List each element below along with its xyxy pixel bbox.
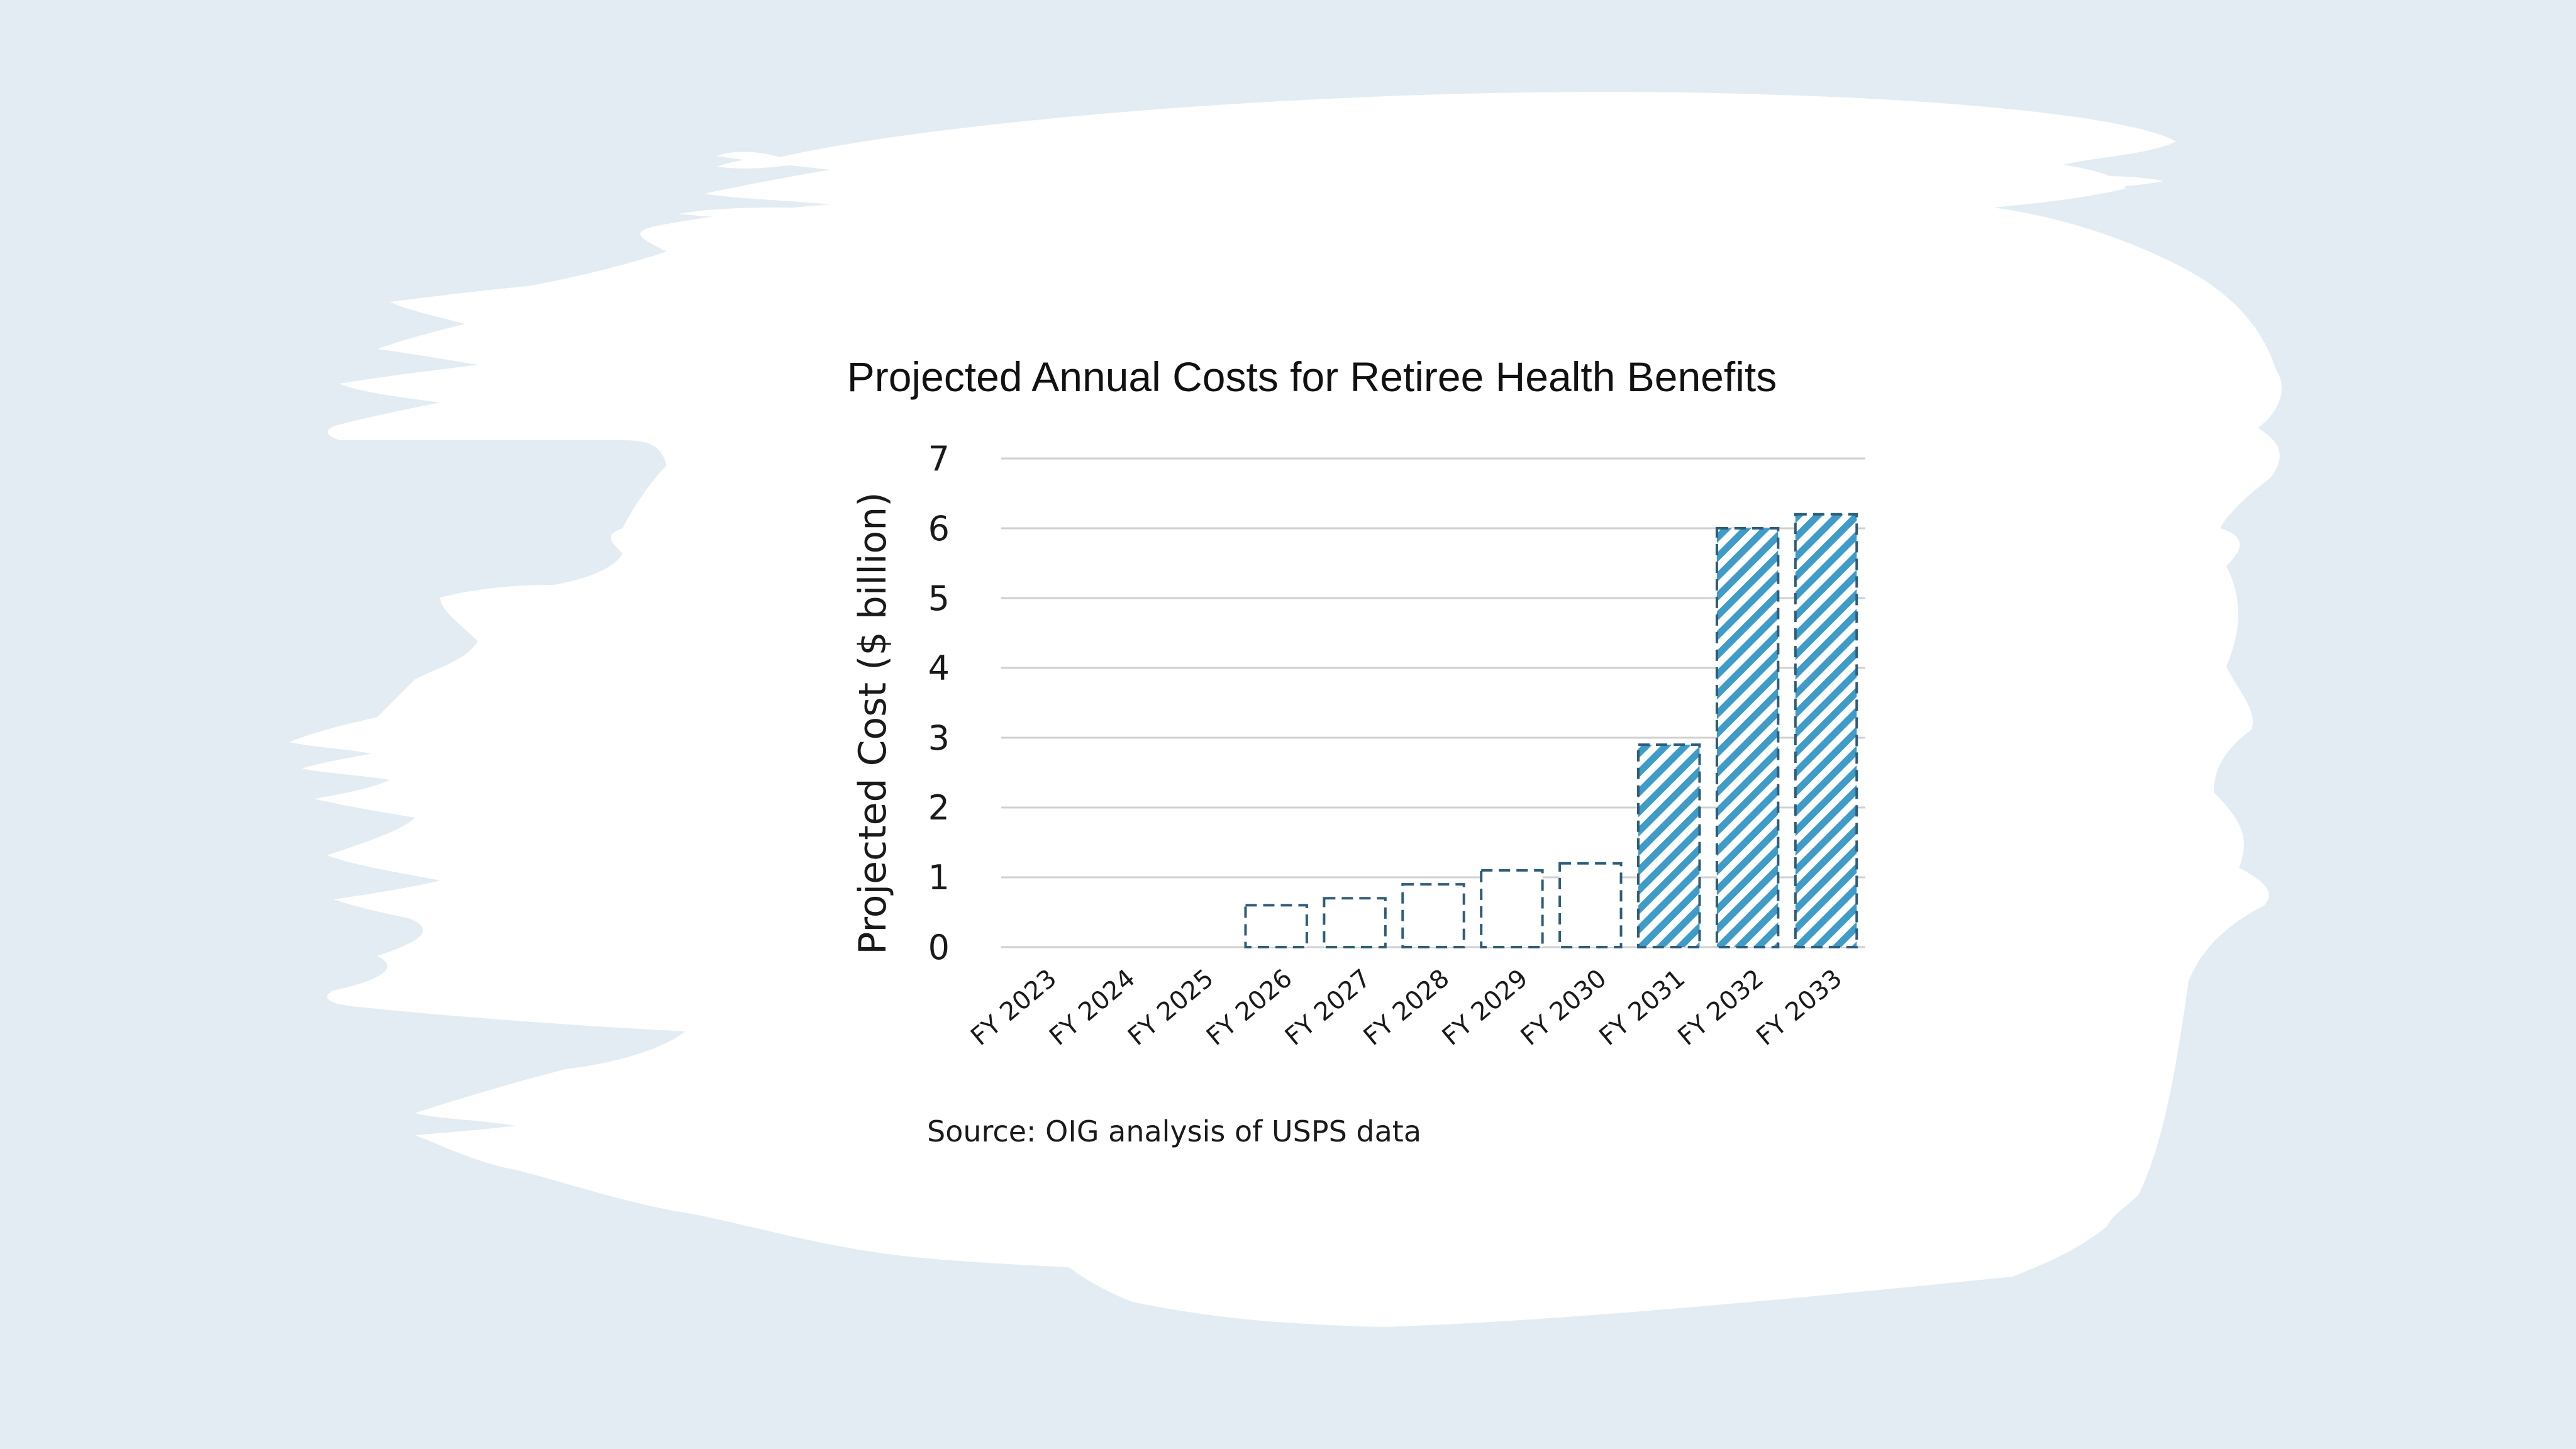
x-tick-label: FY 2032 xyxy=(1672,963,1769,1051)
bar-fy-2032 xyxy=(1715,527,1780,948)
x-tick-label: FY 2025 xyxy=(1123,963,1219,1051)
y-axis-label: Projected Cost ($ billion) xyxy=(851,492,895,954)
y-tick-label: 2 xyxy=(928,788,950,828)
y-tick-label: 3 xyxy=(928,718,950,758)
bar-fy-2029 xyxy=(1480,869,1544,949)
bars xyxy=(1244,513,1858,949)
x-tick-label: FY 2023 xyxy=(965,963,1062,1051)
source-note: Source: OIG analysis of USPS data xyxy=(927,1114,1421,1148)
chart-title: Projected Annual Costs for Retiree Healt… xyxy=(847,353,1777,400)
bar-fy-2033 xyxy=(1794,513,1858,948)
x-tick-label: FY 2024 xyxy=(1044,963,1141,1051)
x-tick-label: FY 2030 xyxy=(1516,963,1613,1051)
bar-fy-2027 xyxy=(1323,897,1387,949)
y-tick-label: 7 xyxy=(928,439,950,479)
y-tick-label: 5 xyxy=(928,579,950,618)
bar-fy-2028 xyxy=(1401,883,1465,948)
x-tick-label: FY 2033 xyxy=(1751,963,1848,1051)
x-tick-label: FY 2029 xyxy=(1437,963,1534,1051)
x-tick-label: FY 2031 xyxy=(1594,963,1691,1051)
bar-fy-2031 xyxy=(1637,743,1701,948)
bar-fy-2026 xyxy=(1244,904,1308,949)
x-tick-label: FY 2027 xyxy=(1280,963,1377,1051)
y-axis-ticks: 0 1 2 3 4 5 6 7 xyxy=(928,439,950,967)
y-tick-label: 1 xyxy=(928,858,950,897)
y-tick-label: 4 xyxy=(928,648,950,688)
x-tick-label: FY 2026 xyxy=(1201,963,1298,1051)
y-tick-label: 0 xyxy=(928,928,950,967)
x-tick-label: FY 2028 xyxy=(1358,963,1455,1051)
bar-fy-2030 xyxy=(1558,862,1623,949)
y-tick-label: 6 xyxy=(928,509,950,548)
